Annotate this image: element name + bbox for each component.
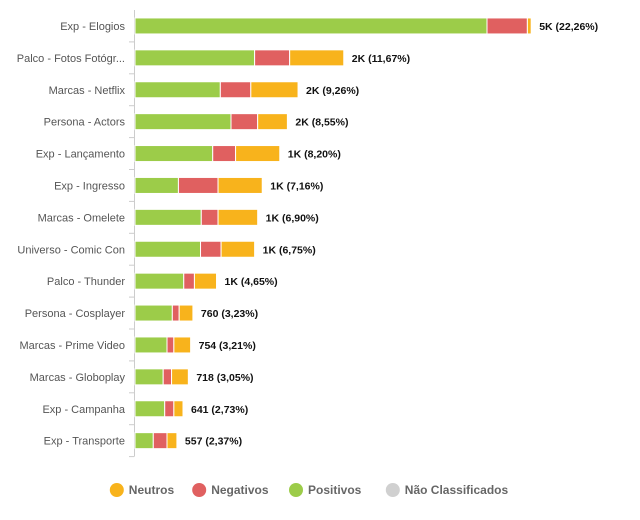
data-label: 1K (6,75%)	[263, 244, 316, 256]
category-label: Exp - Lançamento	[36, 149, 125, 161]
bar-segment-positivos[interactable]	[134, 17, 488, 35]
data-label: 2K (9,26%)	[306, 85, 359, 97]
bar-segment-negativos[interactable]	[212, 145, 237, 163]
bar-segment-neutros[interactable]	[178, 304, 194, 322]
bars-layer	[134, 17, 532, 450]
bar-segment-positivos[interactable]	[134, 304, 173, 322]
legend-marker	[192, 483, 207, 497]
bar-segment-neutros[interactable]	[235, 145, 281, 163]
bar-segment-negativos[interactable]	[152, 432, 168, 450]
category-label: Exp - Transporte	[44, 436, 125, 448]
bar-segment-negativos[interactable]	[200, 240, 222, 258]
bar-segment-positivos[interactable]	[134, 400, 166, 418]
bar-segment-negativos[interactable]	[171, 304, 180, 322]
bar-segment-positivos[interactable]	[134, 272, 185, 290]
bar-segment-neutros[interactable]	[217, 208, 259, 226]
bar-segment-neutros[interactable]	[250, 81, 299, 99]
bar-segment-neutros[interactable]	[220, 240, 256, 258]
category-label: Exp - Ingresso	[54, 180, 125, 192]
bar-segment-positivos[interactable]	[134, 145, 214, 163]
data-label: 1K (4,65%)	[225, 276, 278, 288]
bar-segment-neutros[interactable]	[289, 49, 345, 67]
data-label: 641 (2,73%)	[191, 404, 248, 416]
bar-segment-neutros[interactable]	[173, 336, 192, 354]
bar-segment-neutros[interactable]	[173, 400, 184, 418]
category-label: Universo - Comic Con	[17, 244, 125, 256]
bar-segment-positivos[interactable]	[134, 432, 154, 450]
bar-segment-negativos[interactable]	[219, 81, 252, 99]
legend: Neutros Negativos Positivos Não Classificad…	[109, 483, 509, 497]
bar-segment-negativos[interactable]	[162, 368, 173, 386]
data-label: 2K (11,67%)	[352, 53, 410, 65]
bar-segment-negativos[interactable]	[254, 49, 291, 67]
legend-marker	[385, 483, 400, 497]
bar-segment-positivos[interactable]	[134, 49, 256, 67]
category-label: Persona - Cosplayer	[25, 308, 126, 320]
legend-item-positivos[interactable]: Positivos	[289, 483, 362, 497]
legend-label: Não Classificados	[405, 483, 509, 497]
bar-segment-negativos[interactable]	[486, 17, 528, 35]
category-label: Exp - Elogios	[60, 21, 125, 33]
category-label: Marcas - Prime Video	[19, 340, 125, 352]
category-label: Exp - Campanha	[42, 404, 125, 416]
bar-segment-negativos[interactable]	[164, 400, 175, 418]
data-labels: 5K (22,26%) 2K (11,67%) 2K (9,26%) 2K (8,55…	[185, 21, 598, 448]
data-label: 5K (22,26%)	[539, 21, 598, 33]
data-label: 718 (3,05%)	[196, 372, 253, 384]
bar-segment-neutros[interactable]	[257, 113, 288, 131]
data-label: 1K (8,20%)	[288, 149, 341, 161]
bar-segment-neutros[interactable]	[526, 17, 532, 35]
legend-item-neutros[interactable]: Neutros	[109, 483, 175, 497]
bar-segment-positivos[interactable]	[134, 81, 221, 99]
bar-segment-neutros[interactable]	[217, 176, 263, 194]
category-label: Marcas - Globoplay	[30, 372, 126, 384]
legend-item-nao-classificados[interactable]: Não Classificados	[385, 483, 509, 497]
legend-item-negativos[interactable]: Negativos	[192, 483, 269, 497]
axis-layer	[129, 10, 135, 458]
bar-segment-positivos[interactable]	[134, 240, 202, 258]
data-label: 1K (6,90%)	[266, 212, 319, 224]
bar-segment-negativos[interactable]	[166, 336, 175, 354]
bar-segment-neutros[interactable]	[193, 272, 218, 290]
data-label: 760 (3,23%)	[201, 308, 258, 320]
data-label: 2K (8,55%)	[295, 117, 348, 129]
legend-marker	[289, 483, 303, 497]
legend-label: Negativos	[211, 483, 269, 497]
bar-segment-positivos[interactable]	[134, 336, 168, 354]
category-label: Palco - Fotos Fotógr...	[17, 53, 125, 65]
legend-marker	[109, 483, 124, 497]
data-label: 1K (7,16%)	[270, 180, 323, 192]
data-label: 557 (2,37%)	[185, 436, 242, 448]
category-label: Marcas - Omelete	[38, 212, 125, 224]
category-label: Palco - Thunder	[47, 276, 125, 288]
legend-label: Neutros	[129, 483, 175, 497]
bar-segment-positivos[interactable]	[134, 176, 179, 194]
bar-segment-neutros[interactable]	[166, 432, 178, 450]
category-labels: Exp - Elogios Palco - Fotos Fotógr... Marc…	[17, 21, 126, 448]
bar-segment-positivos[interactable]	[134, 208, 202, 226]
bar-segment-neutros[interactable]	[171, 368, 189, 386]
bar-segment-negativos[interactable]	[183, 272, 195, 290]
bar-segment-negativos[interactable]	[230, 113, 259, 131]
legend-label: Positivos	[308, 483, 362, 497]
category-label: Persona - Actors	[44, 117, 126, 129]
bar-segment-negativos[interactable]	[177, 176, 219, 194]
category-label: Marcas - Netflix	[49, 85, 126, 97]
bar-segment-positivos[interactable]	[134, 113, 232, 131]
data-label: 754 (3,21%)	[199, 340, 256, 352]
bar-segment-negativos[interactable]	[200, 208, 219, 226]
bar-segment-positivos[interactable]	[134, 368, 164, 386]
